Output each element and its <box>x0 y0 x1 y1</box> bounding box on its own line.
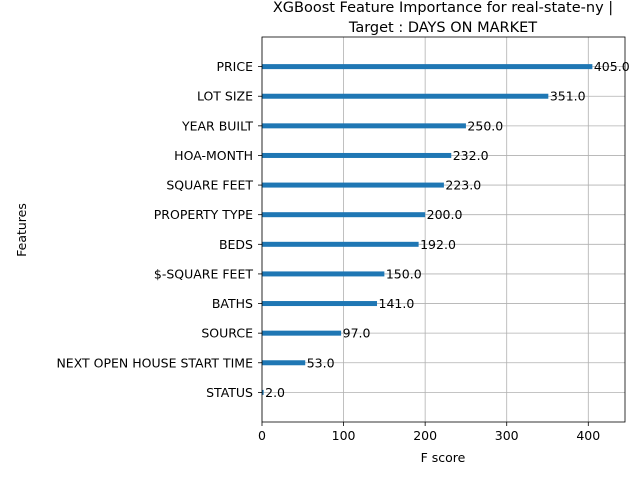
bar <box>262 301 378 307</box>
bar-value-label: 232.0 <box>453 148 489 163</box>
bar <box>262 330 342 336</box>
bar <box>262 123 466 129</box>
x-tick-label: 400 <box>576 428 600 443</box>
bar <box>262 64 593 70</box>
plot-frame <box>261 36 626 423</box>
y-tick-label: YEAR BUILT <box>181 118 253 133</box>
chart-subtitle: Target : DAYS ON MARKET <box>348 20 537 36</box>
bar <box>262 212 426 218</box>
bar <box>262 241 419 247</box>
bar-value-label: 141.0 <box>379 296 415 311</box>
y-tick-label: BATHS <box>212 296 253 311</box>
y-tick-label: BEDS <box>219 237 253 252</box>
bar-value-label: 150.0 <box>386 266 422 281</box>
bar-layer <box>262 64 593 395</box>
bar <box>262 360 306 366</box>
y-tick-label: SOURCE <box>201 326 253 341</box>
y-tick-label: STATUS <box>206 385 253 400</box>
y-tick-label: PROPERTY TYPE <box>154 207 253 222</box>
x-axis-label: F score <box>421 450 466 465</box>
bar-value-label: 200.0 <box>427 207 463 222</box>
bar-value-label: 223.0 <box>445 178 481 193</box>
y-tick-label: SQUARE FEET <box>166 178 253 193</box>
bar-value-label: 2.0 <box>265 385 285 400</box>
y-tick-label: NEXT OPEN HOUSE START TIME <box>56 355 253 370</box>
y-tick-label: PRICE <box>216 59 253 74</box>
x-tick-label: 300 <box>495 428 519 443</box>
bar <box>262 271 385 277</box>
bar-value-label: 192.0 <box>420 237 456 252</box>
bar <box>262 93 549 99</box>
bar-value-label: 250.0 <box>467 118 503 133</box>
label-layer: 405.0 351.0 250.0 232.0 223.0 200.0 192.0 150.0… <box>265 59 630 400</box>
x-tick-label: 100 <box>332 428 356 443</box>
y-tick-label: $-SQUARE FEET <box>154 266 253 281</box>
bar-value-label: 97.0 <box>343 326 371 341</box>
x-tick-label: 200 <box>413 428 437 443</box>
bar <box>262 152 452 158</box>
bar-value-label: 53.0 <box>307 355 335 370</box>
axis-layer: 0 100 200 300 400 PRICE LOT SIZE YEAR BUILT HOA-… <box>56 36 626 443</box>
bar <box>262 389 264 395</box>
y-tick-label: HOA-MONTH <box>174 148 253 163</box>
bar-value-label: 351.0 <box>550 89 586 104</box>
y-tick-label: LOT SIZE <box>197 89 253 104</box>
bar-value-label: 405.0 <box>594 59 630 74</box>
chart-title: XGBoost Feature Importance for real-stat… <box>273 0 613 16</box>
x-tick-label: 0 <box>258 428 266 443</box>
bar <box>262 182 444 188</box>
y-axis-label: Features <box>14 203 29 257</box>
